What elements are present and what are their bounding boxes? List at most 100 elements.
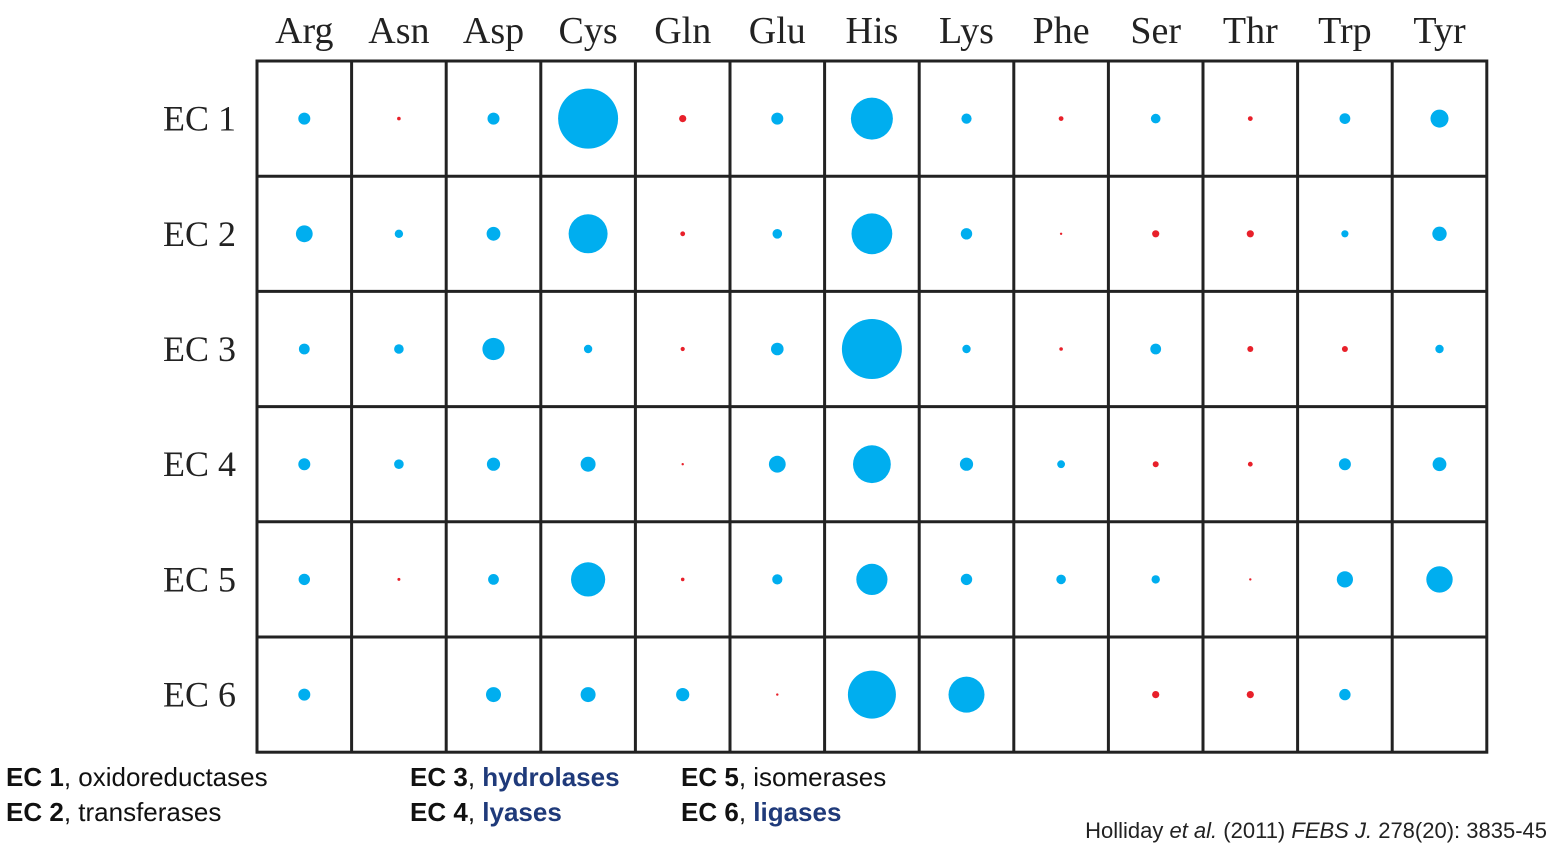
bubble-ec2-asn xyxy=(394,229,404,238)
legend-name: lyases xyxy=(482,797,562,827)
bubble-ec1-ser xyxy=(1150,113,1161,124)
legend-item-ec2: EC 2, transferases xyxy=(6,797,222,827)
legend-column-2: EC 3, hydrolases EC 4, lyases xyxy=(410,760,620,830)
bubbles xyxy=(295,88,1453,719)
bubble-ec1-lys xyxy=(961,113,972,124)
bubble-ec4-arg xyxy=(298,458,311,471)
bubble-ec6-arg xyxy=(298,688,311,701)
bubble-ec1-trp xyxy=(1339,113,1351,124)
bubble-ec4-glu xyxy=(768,455,786,473)
bubble-ec2-trp xyxy=(1341,230,1349,238)
bubble-ec6-trp xyxy=(1339,688,1351,701)
column-label-glu: Glu xyxy=(749,10,806,52)
legend-item-ec5: EC 5, isomerases xyxy=(681,762,887,792)
legend-name: hydrolases xyxy=(482,762,620,792)
bubble-ec4-thr xyxy=(1247,461,1253,467)
legend-item-ec6: EC 6, ligases xyxy=(681,797,842,827)
bubble-ec5-his xyxy=(856,563,888,596)
legend-code: EC 3 xyxy=(410,762,468,792)
bubble-ec1-glu xyxy=(771,112,784,125)
bubble-ec3-thr xyxy=(1247,346,1254,352)
bubble-ec3-trp xyxy=(1341,346,1348,352)
legend-column-3: EC 5, isomerases EC 6, ligases xyxy=(681,760,886,830)
legend-code: EC 5 xyxy=(681,762,739,792)
bubble-ec1-phe xyxy=(1058,116,1064,121)
citation-author: Holliday xyxy=(1085,818,1164,843)
bubble-ec5-gln xyxy=(680,577,685,582)
column-labels: Arg Asn Asp Cys Gln Glu His Lys Phe Ser Thr Trp Tyr xyxy=(275,10,1466,52)
bubble-ec5-ser xyxy=(1151,575,1160,584)
bubble-ec6-glu xyxy=(776,693,779,696)
bubble-ec5-trp xyxy=(1336,571,1353,588)
bubble-ec2-phe xyxy=(1059,232,1063,235)
legend-name: oxidoreductases xyxy=(78,762,268,792)
column-label-cys: Cys xyxy=(559,10,618,52)
legend-code: EC 6 xyxy=(681,797,739,827)
column-label-thr: Thr xyxy=(1223,10,1278,52)
row-label-ec6: EC 6 xyxy=(163,675,236,715)
citation-ref: 278(20): 3835-45 xyxy=(1378,818,1547,843)
column-label-his: His xyxy=(846,10,899,52)
bubble-ec5-asn xyxy=(397,577,401,581)
column-label-ser: Ser xyxy=(1130,10,1181,52)
bubble-ec1-thr xyxy=(1247,116,1253,121)
legend-code: EC 1 xyxy=(6,762,64,792)
bubble-ec2-lys xyxy=(960,228,973,240)
bubble-ec3-arg xyxy=(298,343,310,355)
bubble-ec3-asp xyxy=(482,337,505,361)
bubble-ec5-asp xyxy=(488,574,499,585)
legend-name: transferases xyxy=(78,797,222,827)
bubble-ec3-glu xyxy=(771,342,784,356)
legend-item-ec1: EC 1, oxidoreductases xyxy=(6,762,268,792)
legend-code: EC 4 xyxy=(410,797,468,827)
bubble-ec4-asn xyxy=(394,459,404,470)
bubble-ec4-phe xyxy=(1057,460,1065,469)
bubble-ec3-his xyxy=(841,319,902,379)
bubble-ec5-glu xyxy=(772,574,783,585)
column-label-phe: Phe xyxy=(1033,10,1090,52)
bubble-ec6-thr xyxy=(1246,691,1254,699)
bubble-ec1-asn xyxy=(397,116,401,121)
bubble-ec4-his xyxy=(853,445,891,484)
bubble-ec4-cys xyxy=(580,456,596,472)
bubble-ec4-ser xyxy=(1152,461,1159,468)
bubble-ec5-lys xyxy=(960,573,973,586)
grid xyxy=(255,59,1489,754)
citation: Holliday et al. (2011) FEBS J. 278(20): … xyxy=(1085,818,1547,844)
bubble-ec6-ser xyxy=(1152,691,1160,699)
legend-column-1: EC 1, oxidoreductases EC 2, transferases xyxy=(6,760,268,830)
bubble-ec1-gln xyxy=(679,115,687,123)
bubble-ec3-lys xyxy=(962,344,971,354)
citation-year: (2011) xyxy=(1223,818,1286,843)
bubble-ec2-arg xyxy=(295,225,313,243)
bubble-ec5-thr xyxy=(1249,578,1252,581)
row-label-ec2: EC 2 xyxy=(163,214,236,254)
legend-item-ec3: EC 3, hydrolases xyxy=(410,762,620,792)
column-label-asn: Asn xyxy=(368,10,429,52)
bubble-ec6-lys xyxy=(948,676,985,713)
bubble-ec4-trp xyxy=(1338,458,1351,471)
bubble-ec6-his xyxy=(847,670,896,719)
bubble-ec2-gln xyxy=(680,231,686,237)
bubble-ec2-glu xyxy=(772,229,783,239)
bubble-ec5-tyr xyxy=(1426,566,1453,593)
bubble-ec3-cys xyxy=(583,344,593,354)
bubble-ec2-his xyxy=(851,213,893,255)
bubble-ec4-lys xyxy=(959,457,974,471)
bubble-ec6-asp xyxy=(486,687,501,703)
bubble-matrix-chart: Arg Asn Asp Cys Gln Glu His Lys Phe Ser Thr Trp Tyr … xyxy=(163,10,1489,754)
bubble-ec3-phe xyxy=(1059,347,1063,351)
bubble-ec1-arg xyxy=(298,112,311,125)
bubble-ec5-arg xyxy=(298,573,310,586)
bubble-ec5-phe xyxy=(1056,574,1066,585)
bubble-ec2-cys xyxy=(568,214,608,254)
citation-etal: et al. xyxy=(1169,818,1218,843)
bubble-ec6-cys xyxy=(580,687,596,703)
bubble-ec1-his xyxy=(850,97,893,140)
column-label-asp: Asp xyxy=(463,10,524,52)
row-label-ec1: EC 1 xyxy=(163,99,236,139)
bubble-ec3-tyr xyxy=(1435,344,1444,354)
bubble-ec4-gln xyxy=(681,463,684,466)
bubble-ec1-asp xyxy=(487,112,500,125)
legend-code: EC 2 xyxy=(6,797,64,827)
